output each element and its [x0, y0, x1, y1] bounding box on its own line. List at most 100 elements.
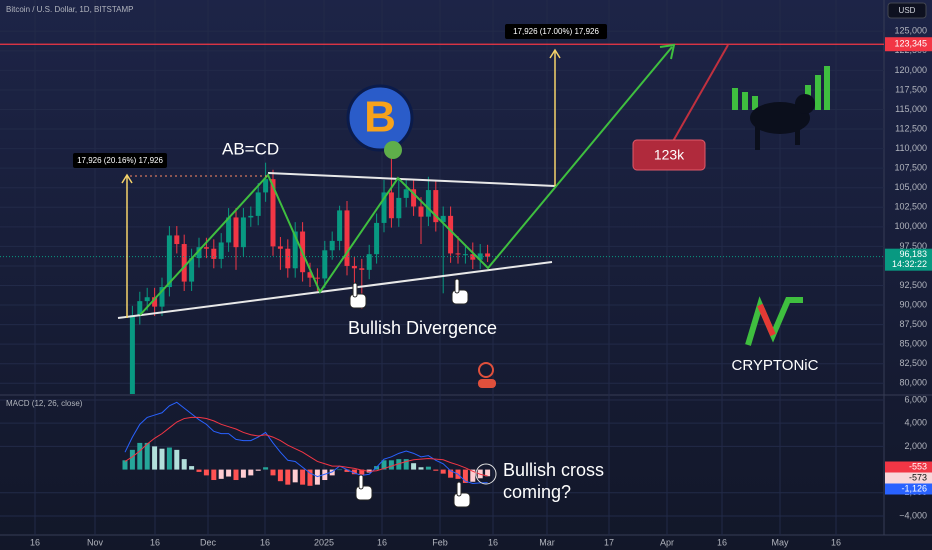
y-tick-label: 90,000	[899, 299, 927, 309]
candle-body	[292, 231, 298, 269]
candle-body	[440, 215, 446, 223]
histogram-bar	[462, 469, 468, 483]
candle-body	[285, 248, 291, 269]
y-tick-label: 82,500	[899, 358, 927, 368]
histogram-bar	[388, 460, 394, 470]
histogram-bar	[314, 469, 320, 485]
histogram-bar	[337, 469, 343, 471]
hand-icons	[349, 278, 471, 508]
histogram-bar	[270, 469, 276, 476]
x-tick-label: Mar	[539, 537, 555, 547]
histogram-bar	[263, 467, 269, 470]
candle-body	[159, 287, 165, 307]
measure-label: 17,926 (20.16%) 17,926	[77, 156, 163, 165]
candle-body	[485, 253, 491, 257]
support-line	[117, 261, 553, 319]
resistance-line	[267, 172, 556, 187]
drawings	[117, 43, 729, 485]
histogram-bar	[174, 449, 180, 470]
target-label: 123k	[654, 147, 685, 163]
last-value-label: -553	[909, 461, 927, 471]
histogram-bar	[137, 442, 143, 470]
x-tick-label: 2025	[314, 537, 334, 547]
macd-line	[124, 401, 488, 485]
y-tick-label: 117,500	[895, 84, 927, 94]
histogram-bar	[359, 469, 365, 475]
macd-annotation: Bullish cross	[503, 460, 604, 480]
candle-body	[322, 250, 328, 279]
price-box	[885, 248, 932, 271]
histogram-bar	[425, 466, 431, 470]
candle-body	[248, 215, 254, 218]
candle-body	[351, 265, 357, 269]
flag-icon	[478, 379, 496, 388]
y-tick-label: 112,500	[895, 123, 927, 133]
y-tick-label: 115,000	[895, 104, 927, 114]
level-box	[885, 37, 932, 52]
candle-body	[344, 210, 350, 266]
target-pointer	[667, 44, 729, 151]
candle-body	[218, 242, 224, 259]
histogram-bar	[233, 469, 239, 481]
y-tick-label: 6,000	[904, 394, 927, 404]
x-tick-label: 17	[604, 537, 614, 547]
last-value-box	[885, 461, 932, 473]
last-value-box	[885, 472, 932, 484]
arrow-head	[659, 43, 676, 60]
y-tick-label: 107,500	[894, 163, 927, 173]
candle-body	[403, 189, 409, 198]
candle-body	[425, 190, 431, 217]
cross-circle	[475, 463, 497, 485]
measure-box	[73, 153, 167, 168]
x-tick-label: 16	[717, 537, 727, 547]
y-tick-label: 120,000	[894, 65, 927, 75]
macd	[122, 401, 491, 486]
x-tick-label: 16	[377, 537, 387, 547]
candle-body	[374, 222, 380, 255]
histogram-bar	[329, 469, 335, 476]
candle-body	[152, 297, 158, 307]
x-tick-label: Apr	[660, 537, 674, 547]
last-value-box	[885, 483, 932, 495]
histogram-bar	[440, 469, 446, 474]
histogram-bar	[300, 469, 306, 485]
macd-line	[124, 416, 488, 477]
x-tick-label: Nov	[87, 537, 104, 547]
candle-body	[181, 244, 187, 282]
histogram-bar	[196, 469, 202, 472]
currency-button[interactable]	[887, 2, 927, 19]
y-tick-label: 102,500	[894, 202, 927, 212]
bitcoin-logo: B	[346, 84, 414, 159]
x-tick-label: 16	[150, 537, 160, 547]
y-tick-label: −4,000	[899, 510, 927, 520]
axis-labels: 16 Nov 16 Dec 16 2025 16 Feb 16 Mar 17 Apr 16 May 16 80…	[30, 26, 932, 547]
candle-body	[337, 210, 343, 241]
candle-body	[433, 190, 439, 223]
candle-body	[418, 206, 424, 217]
candle-body	[448, 215, 454, 254]
histogram-bar	[433, 469, 439, 471]
histogram-bar	[307, 469, 313, 486]
histogram-bar	[285, 469, 291, 485]
candle-body	[307, 272, 313, 278]
candle-body	[240, 217, 246, 248]
y-tick-label: 85,000	[899, 339, 927, 349]
brand-logo	[745, 296, 803, 346]
pattern-label: AB=CD	[222, 139, 279, 158]
x-tick-label: 16	[260, 537, 270, 547]
candle-body	[196, 247, 202, 259]
candle-body	[366, 254, 372, 270]
histogram-bar	[218, 469, 224, 479]
candle-body	[411, 189, 417, 207]
histogram-bar	[411, 463, 417, 470]
candle-body	[203, 247, 209, 249]
level-label: 123,345	[894, 39, 927, 49]
y-tick-label: 80,000	[899, 378, 927, 388]
currency[interactable]: USD	[899, 6, 916, 15]
candle-body	[226, 217, 232, 243]
candle-body	[263, 179, 269, 193]
histogram-bar	[240, 469, 246, 478]
swirl-icon	[478, 362, 494, 378]
histogram-bar	[322, 469, 328, 481]
